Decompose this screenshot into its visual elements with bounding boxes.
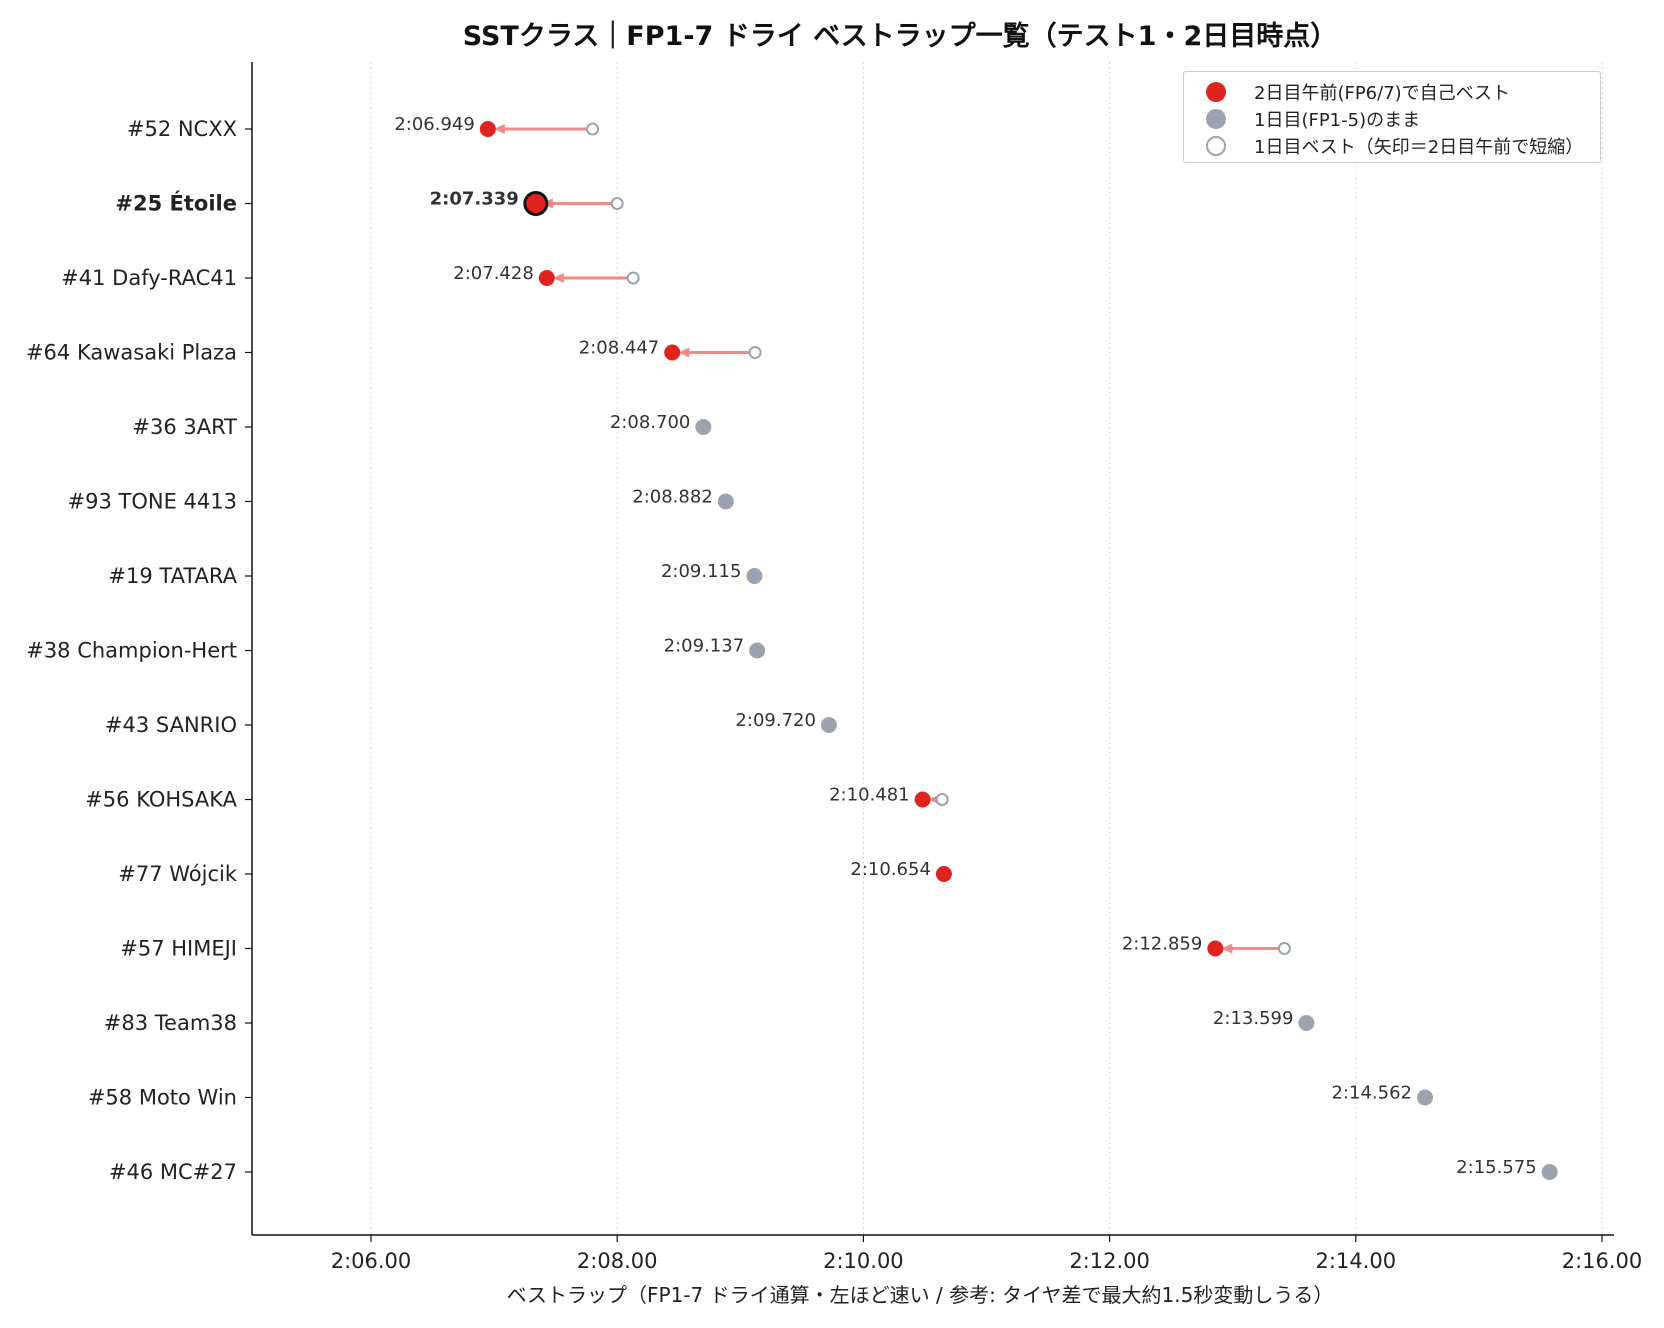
data-points [479,121,1558,1180]
day1-best-point [626,271,640,285]
value-label: 2:08.882 [632,487,713,508]
legend-label: 1日目(FP1-5)のまま [1254,109,1421,131]
best-lap-point [749,642,766,659]
day1-best-point [610,197,624,210]
value-label: 2:09.720 [735,710,816,731]
value-label: 2:09.137 [664,636,745,657]
x-tick-label: 2:08.00 [577,1249,658,1273]
best-lap-point [914,791,931,808]
rider-label: #93 TONE 4413 [68,490,237,514]
rider-label: #52 NCXX [127,117,237,141]
legend-item-day1-best: 1日目ベスト（矢印＝2日目午前で短縮） [1194,132,1590,159]
x-tick-label: 2:10.00 [823,1249,904,1273]
grid-lines [370,62,1603,1235]
value-label: 2:13.599 [1213,1008,1294,1029]
value-label: 2:10.481 [829,785,910,806]
best-lap-point [695,419,712,435]
value-label: 2:08.700 [610,412,691,433]
rider-label: #58 Moto Win [88,1086,237,1110]
best-lap-point [1298,1015,1315,1031]
value-label: 2:07.339 [430,189,519,210]
arrow-head [678,347,690,358]
arrow-head [552,273,564,283]
x-tick-label: 2:14.00 [1316,1249,1397,1273]
best-lap-point [1207,940,1224,957]
rider-label: #56 KOHSAKA [85,788,237,812]
x-ticks: 2:06.00 2:08.00 2:10.00 2:12.00 2:14.00 2:16.… [331,1235,1643,1273]
rider-label: #64 Kawasaki Plaza [26,341,237,365]
rider-label: #41 Dafy-RAC41 [61,266,237,290]
rider-label: #19 TATARA [108,564,237,588]
best-lap-point [746,568,763,584]
value-label: 2:06.949 [394,114,475,135]
rider-label: #83 Team38 [104,1011,237,1035]
arrow-head [493,124,505,134]
day1-best-point [935,793,949,806]
arrow-head [1221,943,1233,954]
value-label: 2:08.447 [579,338,660,359]
best-lap-point [538,270,555,286]
rider-label: #46 MC#27 [109,1160,237,1184]
legend-item-unchanged: 1日目(FP1-5)のまま [1194,105,1590,132]
best-lap-point [935,866,952,882]
chart-title: SSTクラス｜FP1-7 ドライ ベストラップ一覧（テスト1・2日目時点） [462,21,1338,52]
rider-label: #43 SANRIO [105,713,237,737]
rider-label: #57 HIMEJI [120,937,237,961]
value-labels: 2:06.949 2:07.339 2:07.428 2:08.447 2:08.700… [394,114,1536,1178]
value-label: 2:12.859 [1122,934,1203,955]
x-axis-title: ベストラップ（FP1-7 ドライ通算・左ほど速い / 参考: タイヤ差で最大約1… [507,1283,1334,1307]
best-lap-point [479,121,496,137]
day1-best-point [1277,942,1291,955]
rider-label: #25 Étoile [115,191,237,216]
hollow-circle-icon [1206,135,1226,156]
x-tick-label: 2:16.00 [1562,1249,1643,1273]
legend: 2日目午前(FP6/7)で自己ベスト 1日目(FP1-5)のまま 1日目ベスト（… [1183,71,1601,163]
rider-label: #38 Champion-Hert [26,639,237,663]
value-label: 2:07.428 [453,263,534,284]
legend-label: 2日目午前(FP6/7)で自己ベスト [1254,82,1511,104]
gray-circle-icon [1206,108,1226,129]
red-circle-icon [1206,81,1226,102]
axes [251,62,1614,1236]
day1-best-point [748,346,762,359]
x-tick-label: 2:12.00 [1069,1249,1150,1273]
best-lap-point [717,493,734,510]
rider-label: #77 Wójcik [118,862,238,886]
rider-label: #36 3ART [132,415,237,439]
best-lap-point [523,191,549,216]
improvement-arrows [493,124,1280,954]
x-tick-label: 2:06.00 [331,1249,412,1273]
value-label: 2:14.562 [1331,1083,1412,1104]
value-label: 2:09.115 [661,561,742,582]
best-lap-point [1541,1164,1558,1180]
legend-item-improved: 2日目午前(FP6/7)で自己ベスト [1194,78,1590,105]
y-ticks: #52 NCXX #25 Étoile #41 Dafy-RAC41 #64 Kawa… [26,117,252,1184]
legend-label: 1日目ベスト（矢印＝2日目午前で短縮） [1254,136,1584,158]
value-label: 2:15.575 [1456,1157,1537,1178]
day1-best-point [586,122,600,136]
best-lap-point [820,717,837,733]
best-lap-point [1416,1089,1433,1106]
best-lap-point [664,344,681,361]
value-label: 2:10.654 [850,859,931,880]
